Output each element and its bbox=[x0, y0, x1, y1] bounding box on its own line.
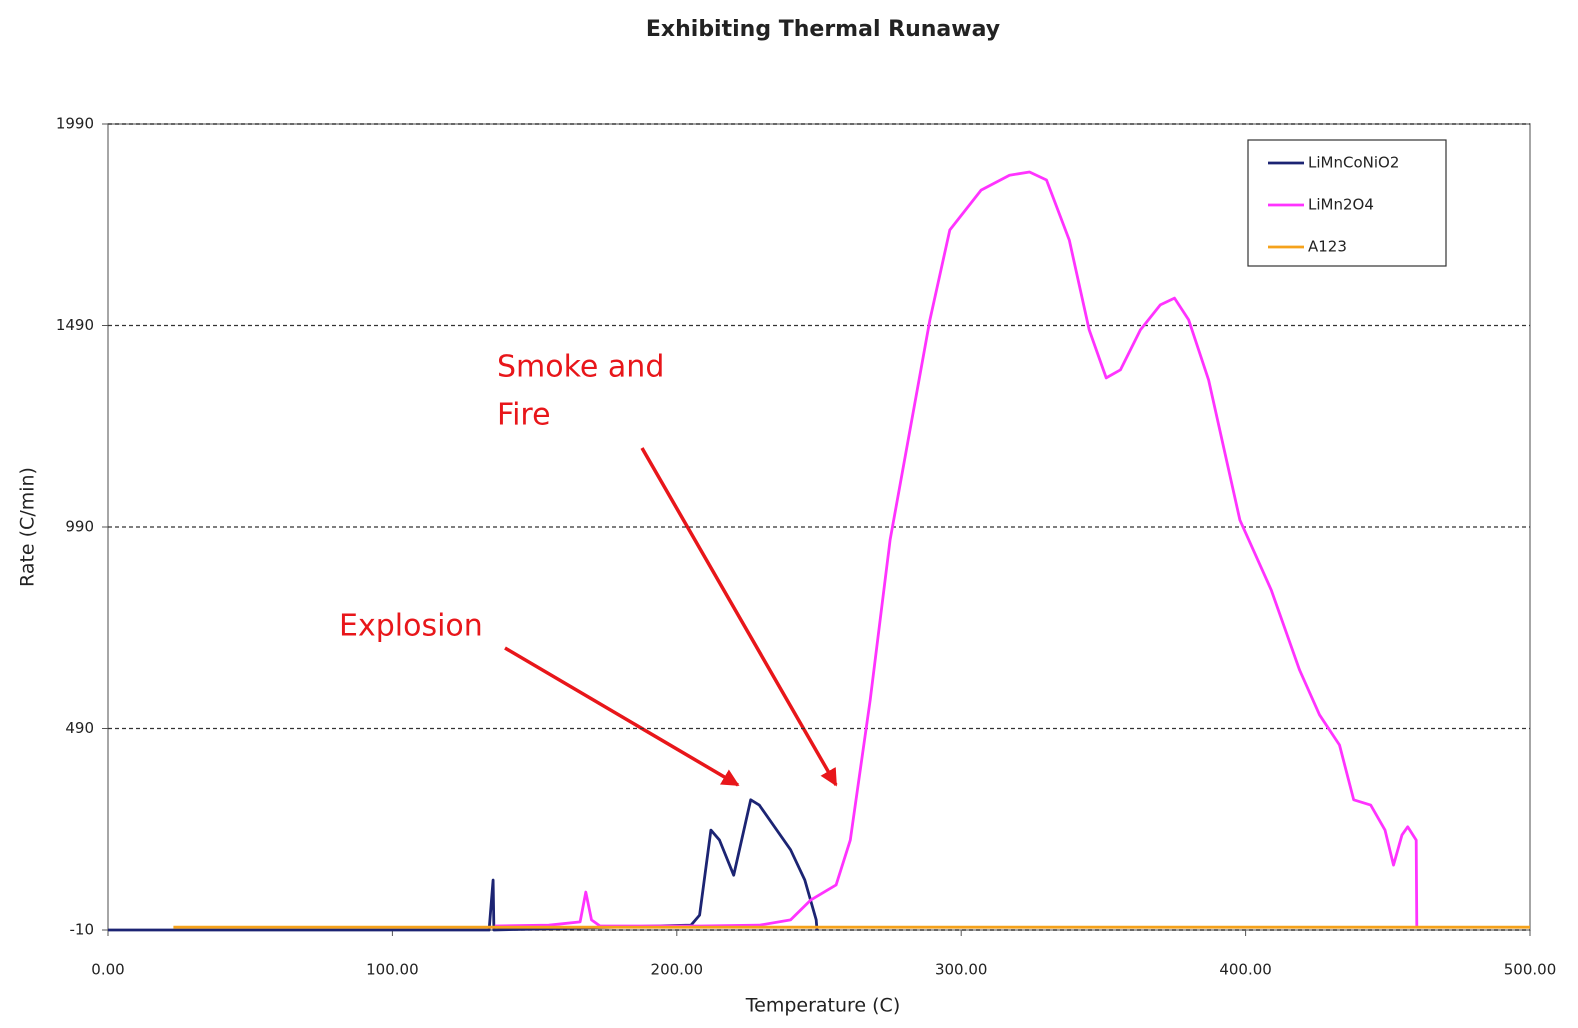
y-tick-label: 1990 bbox=[56, 115, 94, 133]
annotation: Explosion bbox=[339, 609, 483, 644]
x-tick-label: 0.00 bbox=[91, 961, 124, 979]
series-line bbox=[494, 170, 1419, 929]
chart-title: Exhibiting Thermal Runaway bbox=[646, 17, 1000, 42]
x-tick-label: 100.00 bbox=[366, 961, 419, 979]
explosion-arrow bbox=[504, 646, 740, 787]
y-tick-label: -10 bbox=[70, 921, 95, 939]
series-line bbox=[108, 798, 819, 932]
y-tick-label: 1490 bbox=[56, 316, 94, 334]
annotation: Fire bbox=[497, 398, 551, 433]
y-tick-label: 990 bbox=[65, 518, 94, 536]
x-tick-label: 400.00 bbox=[1219, 961, 1272, 979]
annotation: Smoke and bbox=[497, 350, 664, 385]
legend-label: A123 bbox=[1308, 238, 1347, 256]
y-axis-label: Rate (C/min) bbox=[17, 467, 39, 587]
legend-label: LiMn2O4 bbox=[1308, 196, 1374, 214]
x-axis-label: Temperature (C) bbox=[745, 995, 901, 1017]
legend-label: LiMnCoNiO2 bbox=[1308, 154, 1399, 172]
x-tick-label: 300.00 bbox=[935, 961, 988, 979]
legend-box bbox=[1247, 139, 1447, 267]
smoke-arrow bbox=[640, 447, 838, 787]
y-tick-label: 490 bbox=[65, 719, 94, 737]
x-tick-label: 500.00 bbox=[1504, 961, 1557, 979]
x-tick-label: 200.00 bbox=[651, 961, 704, 979]
